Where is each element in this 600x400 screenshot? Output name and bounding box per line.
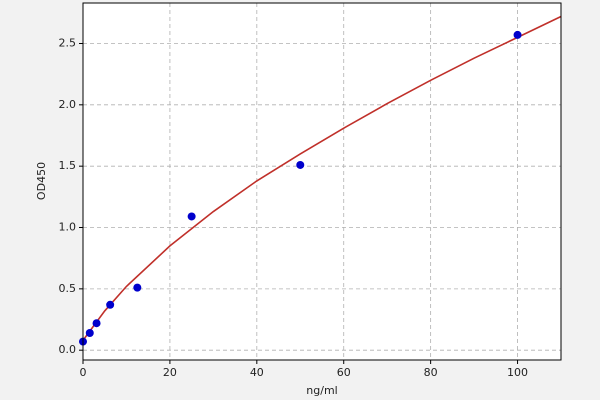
data-point [187,212,196,221]
data-point [92,319,101,328]
data-point [85,329,94,338]
x-tick-label: 20 [163,366,177,379]
plot-frame [82,2,562,361]
y-tick-label: 1.0 [59,221,77,234]
data-point [133,283,142,292]
y-tick-label: 0.5 [59,282,77,295]
fit-curve [82,15,562,341]
data-point [106,300,115,309]
x-tick-label: 40 [250,366,264,379]
plot-area [83,3,561,360]
y-tick-label: 1.5 [59,159,77,172]
x-tick-label: 0 [80,366,87,379]
y-axis-label: OD450 [35,162,48,200]
y-tick-label: 0.0 [59,343,77,356]
x-tick-label: 60 [337,366,351,379]
x-axis-label: ng/ml [306,384,337,397]
y-tick-label: 2.5 [59,36,77,49]
data-point [513,30,522,39]
data-point [296,160,305,169]
y-tick-label: 2.0 [59,98,77,111]
x-tick-label: 100 [507,366,528,379]
x-tick-label: 80 [424,366,438,379]
